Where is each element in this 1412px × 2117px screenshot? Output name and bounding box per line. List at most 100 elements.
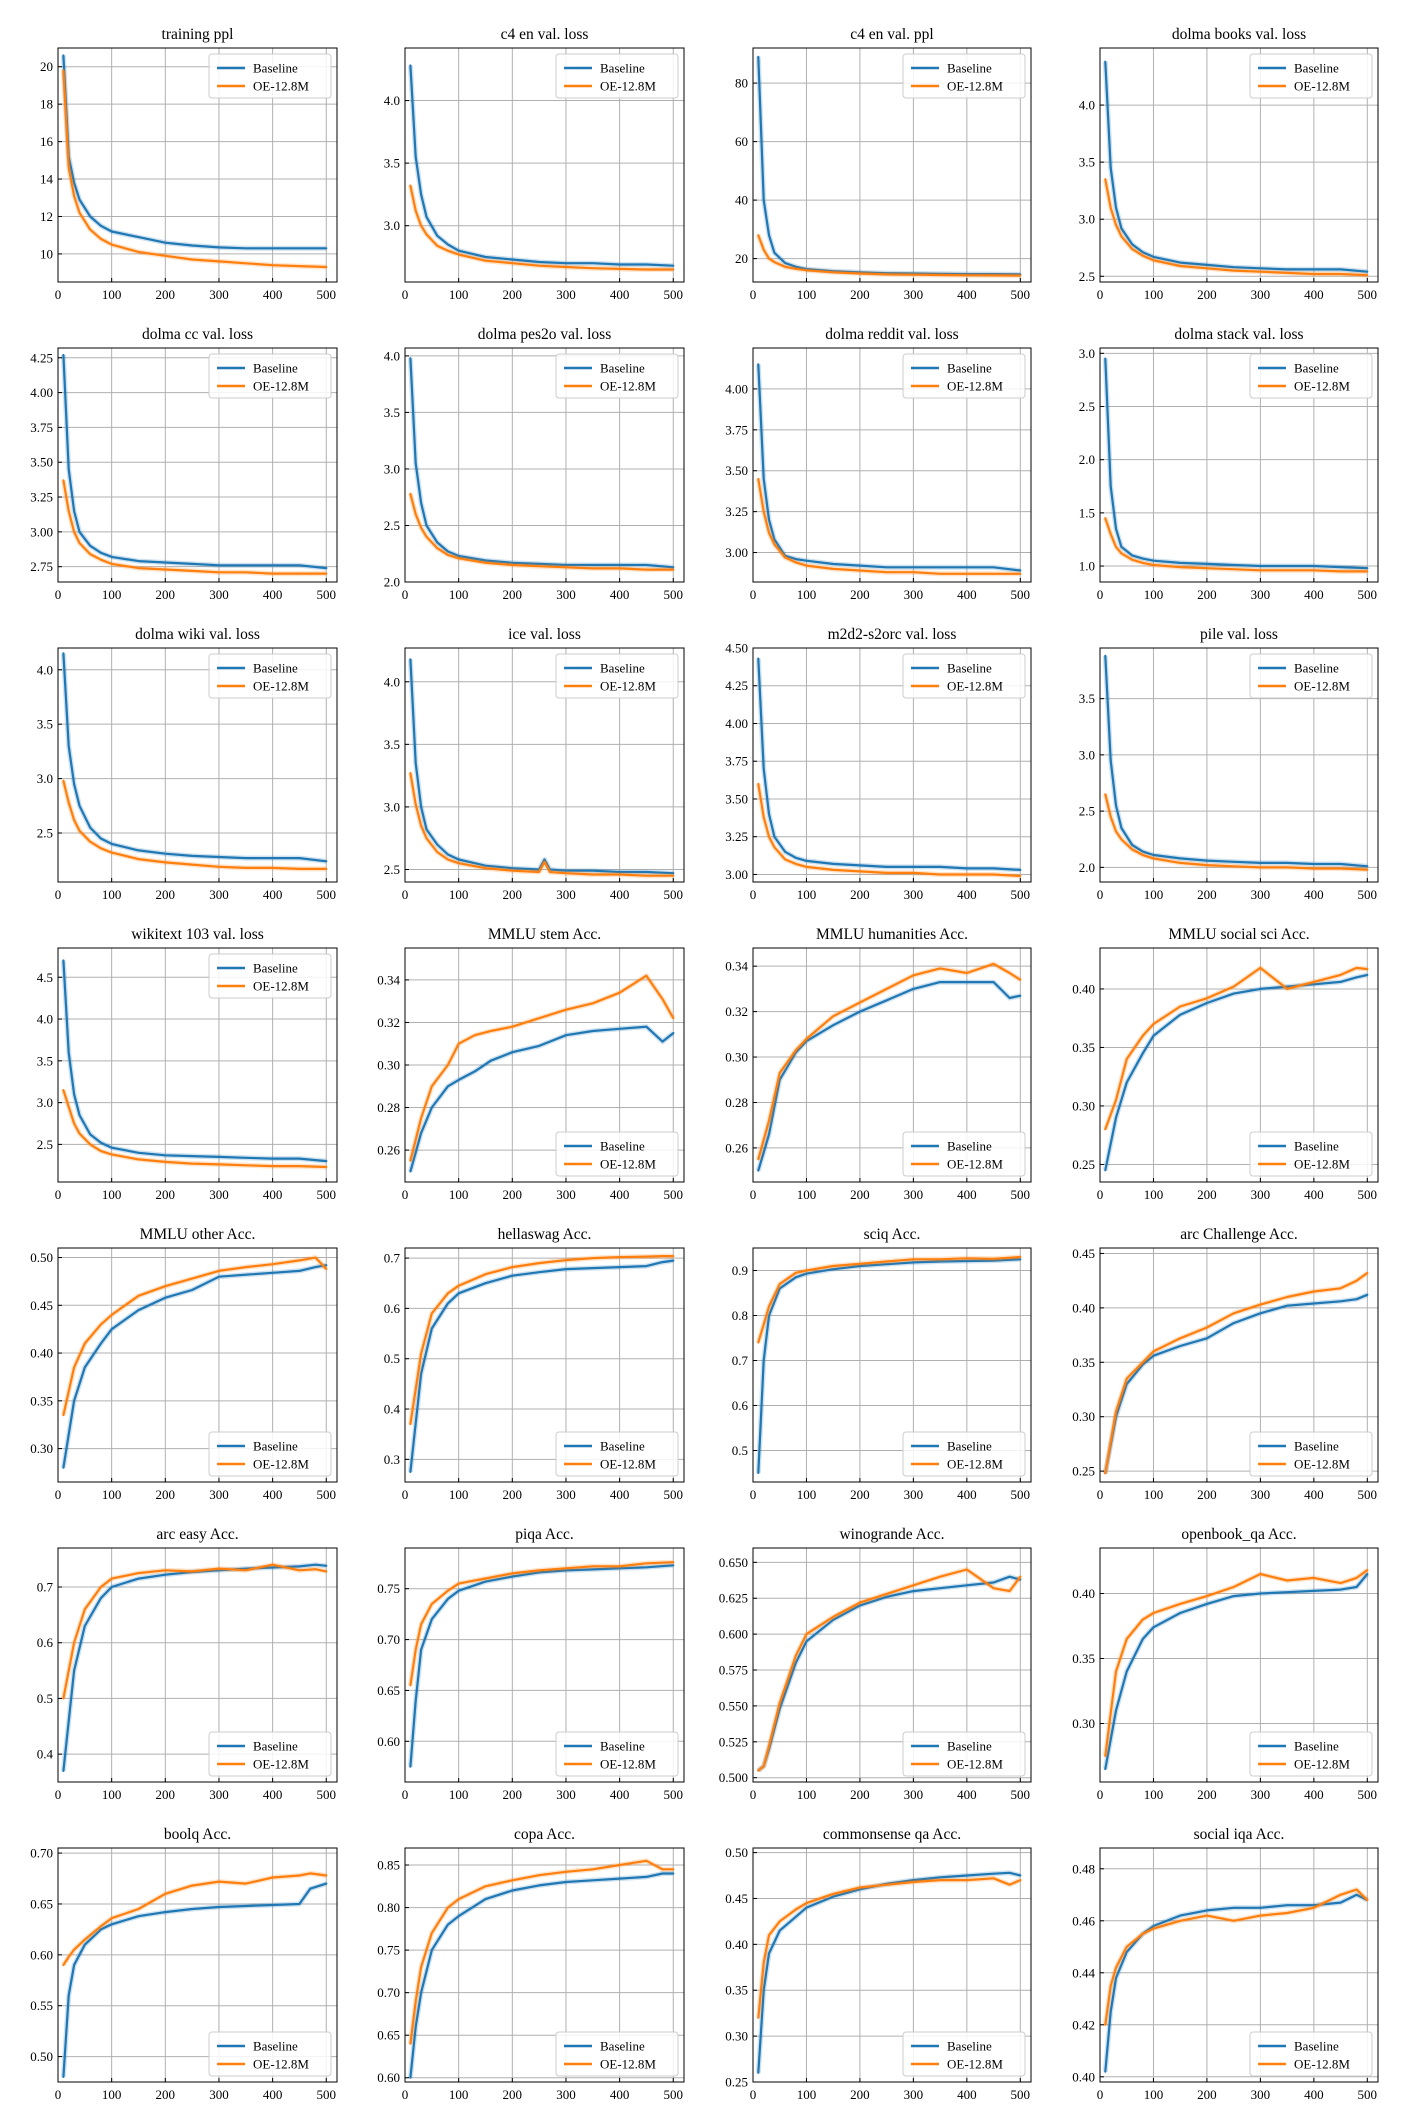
y-tick-label: 0.50 xyxy=(725,1845,748,1860)
x-tick-label: 400 xyxy=(263,1187,283,1202)
x-tick-label: 100 xyxy=(1144,587,1164,602)
x-tick-label: 300 xyxy=(209,287,229,302)
y-tick-label: 1.0 xyxy=(1079,559,1095,574)
x-tick-label: 300 xyxy=(1251,1487,1271,1502)
series-line-oe-12-8m xyxy=(409,1255,675,1426)
chart-panel: 0 100 200 300 400 500 20 40 60 80 c4 en val. ppl Ba… xyxy=(735,26,1032,302)
y-tick-label: 0.34 xyxy=(377,972,400,987)
legend-label: OE-12.8M xyxy=(253,679,309,694)
x-tick-label: 100 xyxy=(797,287,817,302)
x-tick-label: 200 xyxy=(1197,1487,1217,1502)
x-tick-label: 200 xyxy=(1197,1187,1217,1202)
x-tick-label: 0 xyxy=(402,887,409,902)
y-tick-label: 0.40 xyxy=(1072,2069,1095,2084)
series-band-oe-12-8m xyxy=(61,1870,327,1967)
legend-label: Baseline xyxy=(1294,1439,1339,1454)
x-tick-label: 0 xyxy=(1097,1187,1104,1202)
plot-frame xyxy=(752,47,1032,283)
x-tick-label: 0 xyxy=(402,1487,409,1502)
y-tick-label: 4.25 xyxy=(30,350,53,365)
legend-label: Baseline xyxy=(253,361,298,376)
legend: Baseline OE-12.8M xyxy=(555,53,679,99)
x-tick-label: 200 xyxy=(1197,2087,1217,2102)
x-tick-label: 0 xyxy=(750,2087,757,2102)
x-tick-label: 400 xyxy=(610,1787,630,1802)
x-tick-label: 400 xyxy=(957,1787,977,1802)
series-line-baseline xyxy=(409,1564,675,1768)
chart-title: hellaswag Acc. xyxy=(498,1226,592,1243)
x-tick-label: 300 xyxy=(556,1187,576,1202)
x-tick-label: 100 xyxy=(1144,1787,1164,1802)
legend-label: OE-12.8M xyxy=(947,1457,1003,1472)
legend: Baseline OE-12.8M xyxy=(902,2031,1026,2077)
legend-label: OE-12.8M xyxy=(253,1457,309,1472)
x-tick-label: 100 xyxy=(797,1787,817,1802)
y-tick-label: 20 xyxy=(40,59,53,74)
legend: Baseline OE-12.8M xyxy=(555,1431,679,1477)
x-tick-label: 0 xyxy=(55,287,62,302)
x-tick-label: 500 xyxy=(664,1787,684,1802)
y-tick-label: 4.50 xyxy=(725,641,748,656)
y-tick-label: 0.25 xyxy=(1072,1464,1095,1479)
chart-panel: 0 100 200 300 400 500 0.25 0.30 0.35 0.40 0.45 arc … xyxy=(1072,1226,1379,1502)
x-tick-label: 400 xyxy=(610,1487,630,1502)
chart-svg: 0 100 200 300 400 500 2.5 3.0 3.5 4.0 dolma books … xyxy=(1079,26,1379,302)
x-tick-label: 0 xyxy=(1097,587,1104,602)
series-band-oe-12-8m xyxy=(407,185,674,272)
chart-title: MMLU other Acc. xyxy=(140,1226,256,1243)
legend-label: OE-12.8M xyxy=(947,1757,1003,1772)
y-tick-label: 0.35 xyxy=(1072,1355,1095,1370)
y-tick-label: 0.70 xyxy=(30,1846,53,1861)
y-tick-label: 0.32 xyxy=(377,1015,400,1030)
x-tick-label: 400 xyxy=(1304,587,1324,602)
series-line-oe-12-8m xyxy=(1104,517,1369,573)
chart-title: MMLU humanities Acc. xyxy=(816,926,968,943)
plot-frame xyxy=(57,47,338,283)
legend-label: Baseline xyxy=(947,1739,992,1754)
x-tick-label: 0 xyxy=(1097,1487,1104,1502)
y-tick-label: 3.0 xyxy=(1079,212,1095,227)
chart-title: social iqa Acc. xyxy=(1194,1826,1285,1843)
x-tick-label: 300 xyxy=(556,587,576,602)
chart-panel: 0 100 200 300 400 500 0.500 0.525 0.550 0.575 0.60… xyxy=(719,1526,1032,1802)
legend: Baseline OE-12.8M xyxy=(555,1731,679,1777)
x-tick-label: 100 xyxy=(449,1487,469,1502)
x-tick-label: 0 xyxy=(402,287,409,302)
legend: Baseline OE-12.8M xyxy=(555,2031,679,2077)
legend-label: Baseline xyxy=(600,1139,645,1154)
y-tick-label: 0.26 xyxy=(377,1143,400,1158)
chart-title: sciq Acc. xyxy=(864,1226,921,1243)
series-line-oe-12-8m xyxy=(62,479,328,575)
x-tick-label: 500 xyxy=(664,287,684,302)
chart-panel: 0 100 200 300 400 500 0.30 0.35 0.40 0.45 0.50 MMLU… xyxy=(30,1226,338,1502)
series-line-baseline xyxy=(757,657,1022,871)
x-tick-label: 300 xyxy=(1251,2087,1271,2102)
legend-label: OE-12.8M xyxy=(253,1757,309,1772)
x-tick-label: 400 xyxy=(263,1487,283,1502)
y-tick-label: 0.3 xyxy=(384,1452,400,1467)
chart-title: ice val. loss xyxy=(508,626,581,643)
x-tick-label: 500 xyxy=(664,2087,684,2102)
y-tick-label: 4.00 xyxy=(30,385,53,400)
y-tick-label: 0.45 xyxy=(725,1891,748,1906)
x-tick-label: 100 xyxy=(449,587,469,602)
y-tick-label: 0.46 xyxy=(1072,1913,1095,1928)
plot-frame xyxy=(1099,1247,1379,1483)
chart-panel: 0 100 200 300 400 500 2.5 3.0 3.5 4.0 4.5 wikitext … xyxy=(37,926,338,1202)
y-tick-label: 3.75 xyxy=(725,422,748,437)
x-tick-label: 500 xyxy=(1358,1787,1378,1802)
x-tick-label: 100 xyxy=(1144,2087,1164,2102)
y-tick-label: 4.00 xyxy=(725,716,748,731)
legend-label: Baseline xyxy=(253,1739,298,1754)
y-tick-label: 12 xyxy=(40,209,53,224)
x-tick-label: 400 xyxy=(610,1187,630,1202)
series-line-oe-12-8m xyxy=(62,779,328,870)
y-tick-label: 3.0 xyxy=(37,1095,53,1110)
x-tick-label: 0 xyxy=(55,2087,62,2102)
chart-panel: 0 100 200 300 400 500 0.25 0.30 0.35 0.40 MMLU soc… xyxy=(1072,926,1379,1202)
series-line-oe-12-8m xyxy=(757,234,1022,277)
plot-frame xyxy=(57,947,338,1183)
plot-frame xyxy=(1099,1547,1379,1783)
x-tick-label: 400 xyxy=(957,1187,977,1202)
chart-title: MMLU social sci Acc. xyxy=(1168,926,1309,943)
